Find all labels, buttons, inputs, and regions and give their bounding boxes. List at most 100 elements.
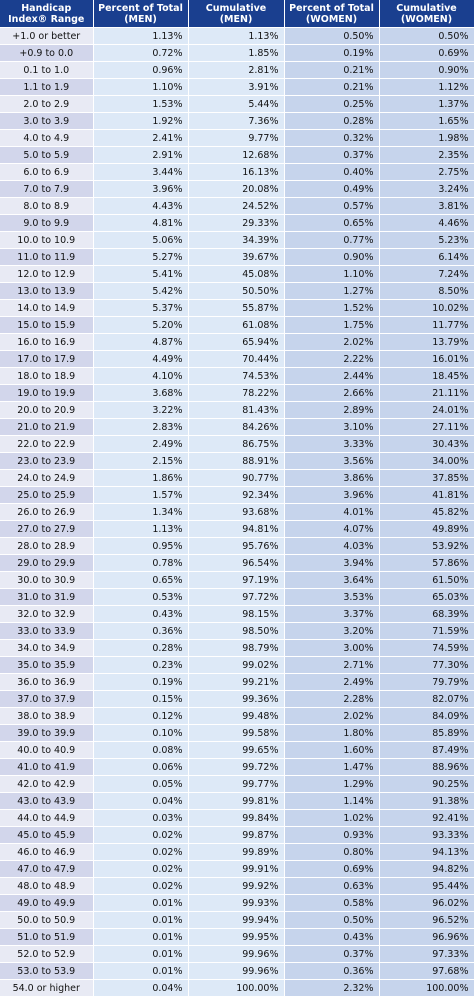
table-row: 25.0 to 25.9 1.57% 92.34% 3.96% 41.81% — [0, 486, 474, 504]
table-row: 36.0 to 36.9 0.19% 99.21% 2.49% 79.79% — [0, 673, 474, 691]
percent-women-cell: 1.10% — [284, 265, 380, 283]
cumulative-women-cell: 11.77% — [379, 316, 474, 334]
cumulative-men-cell: 39.67% — [188, 248, 285, 266]
range-cell: 43.0 to 43.9 — [0, 792, 94, 810]
range-cell: 6.0 to 6.9 — [0, 163, 94, 181]
cumulative-men-cell: 95.76% — [188, 537, 285, 555]
percent-men-cell: 1.13% — [93, 520, 189, 538]
range-cell: 27.0 to 27.9 — [0, 520, 94, 538]
percent-men-cell: 2.15% — [93, 452, 189, 470]
range-cell: 49.0 to 49.9 — [0, 894, 94, 912]
range-cell: 22.0 to 22.9 — [0, 435, 94, 453]
table-body: +1.0 or better 1.13% 1.13% 0.50% 0.50% +0.9 t… — [0, 27, 474, 997]
cumulative-women-cell: 16.01% — [379, 350, 474, 368]
table-row: 34.0 to 34.9 0.28% 98.79% 3.00% 74.59% — [0, 639, 474, 657]
cumulative-women-cell: 97.33% — [379, 945, 474, 963]
range-cell: 50.0 to 50.9 — [0, 911, 94, 929]
range-cell: 19.0 to 19.9 — [0, 384, 94, 402]
range-cell: 35.0 to 35.9 — [0, 656, 94, 674]
table-row: 32.0 to 32.9 0.43% 98.15% 3.37% 68.39% — [0, 605, 474, 623]
percent-men-cell: 0.01% — [93, 928, 189, 946]
percent-women-cell: 3.96% — [284, 486, 380, 504]
percent-men-cell: 0.02% — [93, 860, 189, 878]
cumulative-women-cell: 71.59% — [379, 622, 474, 640]
range-cell: 32.0 to 32.9 — [0, 605, 94, 623]
range-cell: 44.0 to 44.9 — [0, 809, 94, 827]
percent-men-cell: 4.49% — [93, 350, 189, 368]
cumulative-men-cell: 99.91% — [188, 860, 285, 878]
percent-men-cell: 2.91% — [93, 146, 189, 164]
table-row: 4.0 to 4.9 2.41% 9.77% 0.32% 1.98% — [0, 129, 474, 147]
percent-men-cell: 4.81% — [93, 214, 189, 232]
cumulative-women-cell: 79.79% — [379, 673, 474, 691]
percent-men-cell: 0.05% — [93, 775, 189, 793]
percent-women-cell: 0.37% — [284, 146, 380, 164]
cumulative-men-cell: 3.91% — [188, 78, 285, 96]
table-row: 18.0 to 18.9 4.10% 74.53% 2.44% 18.45% — [0, 367, 474, 385]
table-row: 21.0 to 21.9 2.83% 84.26% 3.10% 27.11% — [0, 418, 474, 436]
percent-women-cell: 3.86% — [284, 469, 380, 487]
cumulative-men-cell: 99.87% — [188, 826, 285, 844]
cumulative-women-cell: 53.92% — [379, 537, 474, 555]
range-cell: 26.0 to 26.9 — [0, 503, 94, 521]
table-row: 46.0 to 46.9 0.02% 99.89% 0.80% 94.13% — [0, 843, 474, 861]
cumulative-men-cell: 84.26% — [188, 418, 285, 436]
range-cell: +1.0 or better — [0, 27, 94, 45]
table-header: Handicap Index® Range Percent of Total (… — [0, 0, 474, 28]
cumulative-women-cell: 84.09% — [379, 707, 474, 725]
table-row: 9.0 to 9.9 4.81% 29.33% 0.65% 4.46% — [0, 214, 474, 232]
percent-women-cell: 2.32% — [284, 979, 380, 997]
range-cell: 51.0 to 51.9 — [0, 928, 94, 946]
cumulative-women-cell: 21.11% — [379, 384, 474, 402]
percent-women-cell: 4.03% — [284, 537, 380, 555]
cumulative-men-cell: 99.36% — [188, 690, 285, 708]
range-cell: 3.0 to 3.9 — [0, 112, 94, 130]
table-row: +1.0 or better 1.13% 1.13% 0.50% 0.50% — [0, 27, 474, 45]
cumulative-women-cell: 96.02% — [379, 894, 474, 912]
range-cell: 11.0 to 11.9 — [0, 248, 94, 266]
table-row: 29.0 to 29.9 0.78% 96.54% 3.94% 57.86% — [0, 554, 474, 572]
table-row: 3.0 to 3.9 1.92% 7.36% 0.28% 1.65% — [0, 112, 474, 130]
cumulative-men-cell: 1.85% — [188, 44, 285, 62]
percent-women-cell: 1.47% — [284, 758, 380, 776]
table-row: 39.0 to 39.9 0.10% 99.58% 1.80% 85.89% — [0, 724, 474, 742]
percent-women-cell: 3.20% — [284, 622, 380, 640]
table-row: 26.0 to 26.9 1.34% 93.68% 4.01% 45.82% — [0, 503, 474, 521]
table-row: 13.0 to 13.9 5.42% 50.50% 1.27% 8.50% — [0, 282, 474, 300]
cumulative-women-cell: 94.82% — [379, 860, 474, 878]
percent-women-cell: 0.28% — [284, 112, 380, 130]
cumulative-women-cell: 13.79% — [379, 333, 474, 351]
table-row: 15.0 to 15.9 5.20% 61.08% 1.75% 11.77% — [0, 316, 474, 334]
range-cell: 30.0 to 30.9 — [0, 571, 94, 589]
cumulative-men-cell: 98.15% — [188, 605, 285, 623]
cumulative-women-cell: 61.50% — [379, 571, 474, 589]
table-row: 10.0 to 10.9 5.06% 34.39% 0.77% 5.23% — [0, 231, 474, 249]
table-row: 30.0 to 30.9 0.65% 97.19% 3.64% 61.50% — [0, 571, 474, 589]
cumulative-women-cell: 34.00% — [379, 452, 474, 470]
percent-men-cell: 0.12% — [93, 707, 189, 725]
cumulative-men-cell: 92.34% — [188, 486, 285, 504]
cumulative-men-cell: 99.96% — [188, 962, 285, 980]
range-cell: 9.0 to 9.9 — [0, 214, 94, 232]
range-cell: 2.0 to 2.9 — [0, 95, 94, 113]
cumulative-men-cell: 24.52% — [188, 197, 285, 215]
percent-men-cell: 5.42% — [93, 282, 189, 300]
percent-women-cell: 3.64% — [284, 571, 380, 589]
cumulative-women-cell: 82.07% — [379, 690, 474, 708]
cumulative-men-cell: 99.96% — [188, 945, 285, 963]
percent-men-cell: 1.53% — [93, 95, 189, 113]
cumulative-men-cell: 55.87% — [188, 299, 285, 317]
table-row: 19.0 to 19.9 3.68% 78.22% 2.66% 21.11% — [0, 384, 474, 402]
cumulative-women-cell: 1.37% — [379, 95, 474, 113]
percent-women-cell: 1.27% — [284, 282, 380, 300]
cumulative-women-cell: 3.24% — [379, 180, 474, 198]
cumulative-women-cell: 95.44% — [379, 877, 474, 895]
percent-men-cell: 0.03% — [93, 809, 189, 827]
range-cell: 23.0 to 23.9 — [0, 452, 94, 470]
percent-women-cell: 1.80% — [284, 724, 380, 742]
range-cell: 33.0 to 33.9 — [0, 622, 94, 640]
percent-men-cell: 1.13% — [93, 27, 189, 45]
cumulative-men-cell: 99.48% — [188, 707, 285, 725]
cumulative-men-cell: 1.13% — [188, 27, 285, 45]
